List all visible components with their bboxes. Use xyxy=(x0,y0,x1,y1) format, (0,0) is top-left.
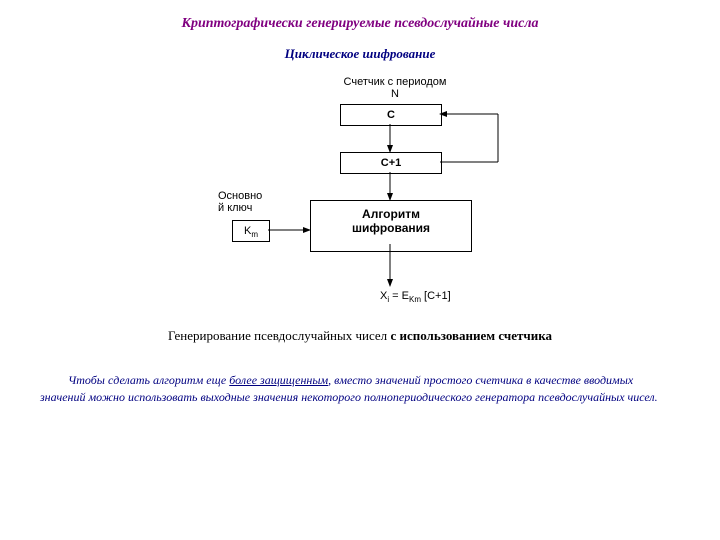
footnote: Чтобы сделать алгоритм еще более защищен… xyxy=(0,372,720,406)
box-c: C xyxy=(340,104,442,126)
algo-line2: шифрования xyxy=(352,221,430,235)
box-c-text: C xyxy=(387,109,395,121)
master-key-label: Основно й ключ xyxy=(218,190,278,214)
f-km: Km xyxy=(409,295,421,304)
km-sub: m xyxy=(251,230,258,239)
f-arg: [C+1] xyxy=(421,290,451,302)
diagram-caption: Генерирование псевдослучайных чисел с ис… xyxy=(0,328,720,344)
counter-label-text: Счетчик с периодом xyxy=(344,76,447,88)
output-formula: Xi = EKm [C+1] xyxy=(380,290,451,304)
box-encryption-algorithm: Алгоритм шифрования xyxy=(310,200,472,252)
box-c-plus-1: C+1 xyxy=(340,152,442,174)
caption-bold: с использованием счетчика xyxy=(390,328,552,343)
page-title: Криптографически генерируемые псевдослуч… xyxy=(0,16,720,32)
box-c1-text: C+1 xyxy=(381,157,402,169)
caption-prefix: Генерирование псевдослучайных чисел xyxy=(168,328,390,343)
f-eq: = E xyxy=(389,290,409,302)
counter-n: N xyxy=(391,88,399,100)
cyclic-encryption-diagram: Счетчик с периодом N C C+1 Основно й клю… xyxy=(0,72,720,322)
fn-u: более защищенным xyxy=(229,373,328,387)
fn-a: Чтобы сделать алгоритм еще xyxy=(68,373,229,387)
subtitle: Циклическое шифрование xyxy=(0,46,720,62)
box-km: Km xyxy=(232,220,270,242)
counter-label: Счетчик с периодом N xyxy=(330,76,460,100)
algo-line1: Алгоритм xyxy=(362,207,420,221)
